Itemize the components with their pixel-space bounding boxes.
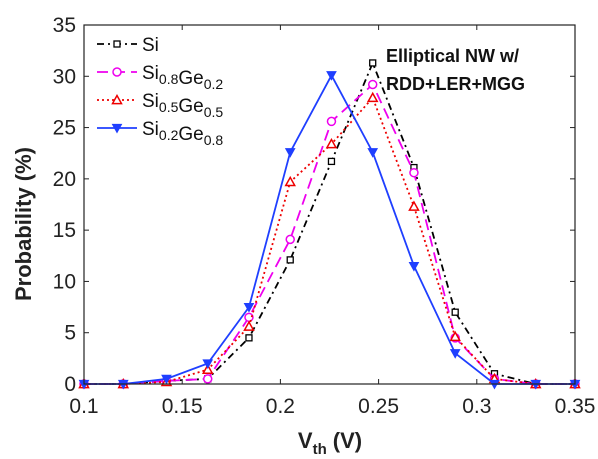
data-point [326, 71, 337, 81]
legend-label: Si0.5Ge0.5 [142, 91, 223, 120]
x-axis-label-subscript: th [313, 441, 327, 458]
legend-item: Si [97, 35, 159, 56]
legend-label-element: Si [142, 63, 159, 84]
x-axis-label: Vth (V) [298, 428, 362, 458]
data-point [286, 256, 294, 264]
x-tick-label: 0.25 [358, 395, 399, 418]
data-point [449, 330, 461, 342]
annotation-line-2: RDD+LER+MGG [386, 74, 525, 94]
x-tick-label: 0.2 [266, 395, 295, 418]
y-tick-label: 30 [53, 65, 76, 88]
y-tick-label: 35 [53, 14, 76, 37]
series-line [84, 96, 575, 385]
data-point [451, 308, 459, 316]
legend-label: Si0.2Ge0.8 [142, 119, 223, 148]
x-tick-label: 0.3 [462, 395, 491, 418]
data-point [161, 374, 172, 385]
data-point [284, 175, 296, 187]
x-axis-label-symbol: V [298, 428, 313, 453]
data-point [202, 359, 214, 370]
legend-swatch-marker [111, 93, 123, 105]
legend-label-subscript: 0.8 [204, 132, 224, 148]
data-point [449, 349, 461, 359]
legend-item: Si0.5Ge0.5 [97, 91, 223, 120]
annotation: Elliptical NW w/ RDD+LER+MGG [386, 46, 525, 94]
legend-label-element: Ge [178, 68, 203, 89]
legend-swatch-marker [112, 67, 122, 77]
legend-label-element: Si [142, 91, 159, 112]
legend-item: Si0.2Ge0.8 [97, 119, 223, 148]
legend-label: Si [142, 35, 159, 56]
data-point [243, 320, 255, 331]
data-point [369, 59, 377, 67]
y-tick-label: 5 [64, 322, 76, 345]
data-point [243, 302, 255, 313]
legend-label-subscript: 0.2 [159, 127, 179, 143]
data-point [285, 234, 295, 245]
data-point [244, 312, 254, 323]
y-tick-label: 15 [53, 219, 76, 242]
y-tick-label: 10 [53, 270, 76, 293]
y-tick-label: 25 [53, 117, 76, 140]
legend-label: Si0.8Ge0.2 [142, 63, 223, 92]
data-point [367, 148, 379, 158]
x-tick-label: 0.35 [555, 395, 596, 418]
series-layer [78, 59, 581, 390]
data-point [408, 261, 420, 272]
y-axis-label: Probability (%) [11, 147, 36, 301]
annotation-line-1: Elliptical NW w/ [386, 46, 519, 66]
data-point [367, 79, 378, 90]
data-point [326, 116, 337, 127]
legend-swatch-marker [111, 123, 123, 134]
x-tick-label: 0.1 [69, 395, 98, 418]
data-point [284, 148, 296, 158]
data-point [202, 374, 213, 384]
data-point [408, 200, 420, 211]
y-tick-label: 20 [53, 168, 76, 191]
data-point [325, 137, 338, 149]
legend-label-subscript: 0.5 [204, 104, 224, 120]
legend-label-element: Si [142, 119, 159, 140]
legend-label-element: Ge [178, 96, 203, 117]
legend-label-element: Ge [178, 124, 203, 145]
data-point [366, 91, 379, 103]
data-point [409, 167, 419, 178]
data-point [327, 157, 336, 166]
legend-swatch-marker [113, 40, 121, 48]
x-axis-label-unit: (V) [333, 428, 362, 453]
y-tick-label: 0 [64, 373, 76, 396]
legend-label-subscript: 0.8 [159, 71, 179, 87]
x-tick-label: 0.15 [162, 395, 203, 418]
data-point [245, 334, 253, 342]
legend-label-subscript: 0.5 [159, 99, 179, 115]
legend-item: Si0.8Ge0.2 [97, 63, 223, 92]
data-point [201, 363, 214, 374]
plot-frame [83, 24, 576, 385]
axes: 0.1 0.15 0.2 0.25 0.3 0.35 0 5 10 15 20 25 30 35 [53, 14, 596, 418]
legend-label-element: Si [142, 35, 159, 56]
legend-label-subscript: 0.2 [204, 76, 224, 92]
